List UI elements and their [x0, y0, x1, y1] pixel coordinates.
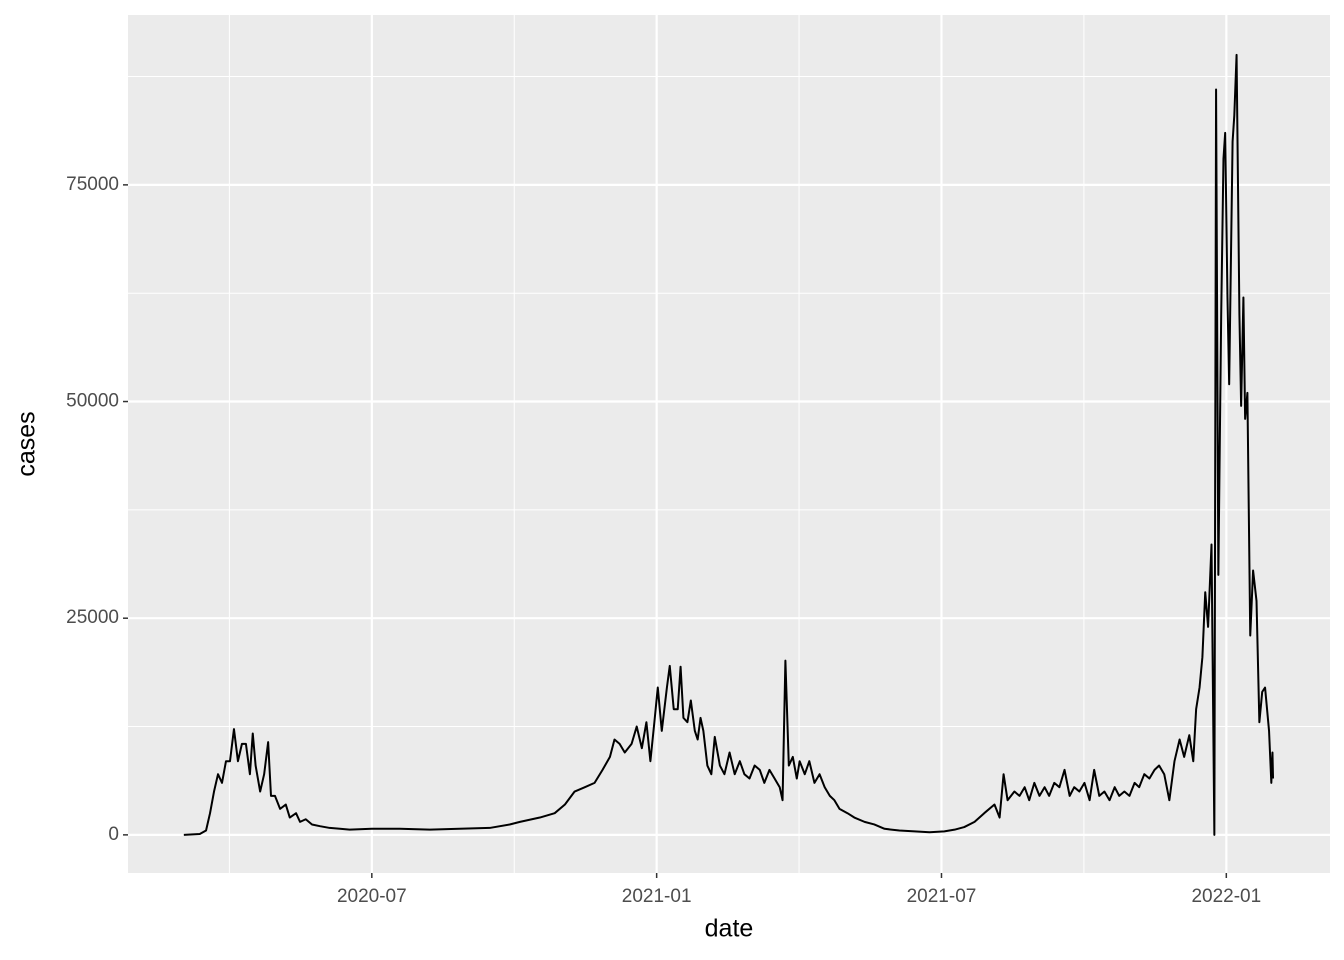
- y-tick-label: 0: [108, 824, 119, 845]
- x-tick-label: 2022-01: [1191, 886, 1261, 907]
- x-tick-label: 2021-01: [622, 886, 692, 907]
- y-axis-title: cases: [13, 411, 41, 476]
- y-tick-label: 50000: [66, 391, 119, 412]
- x-tick-label: 2021-07: [907, 886, 977, 907]
- x-axis-title: date: [705, 915, 754, 943]
- data-line: [183, 53, 1275, 836]
- panel: [128, 15, 1330, 873]
- y-tick-label: 75000: [66, 174, 119, 195]
- x-tick-label: 2020-07: [337, 886, 407, 907]
- y-tick-label: 25000: [66, 607, 119, 628]
